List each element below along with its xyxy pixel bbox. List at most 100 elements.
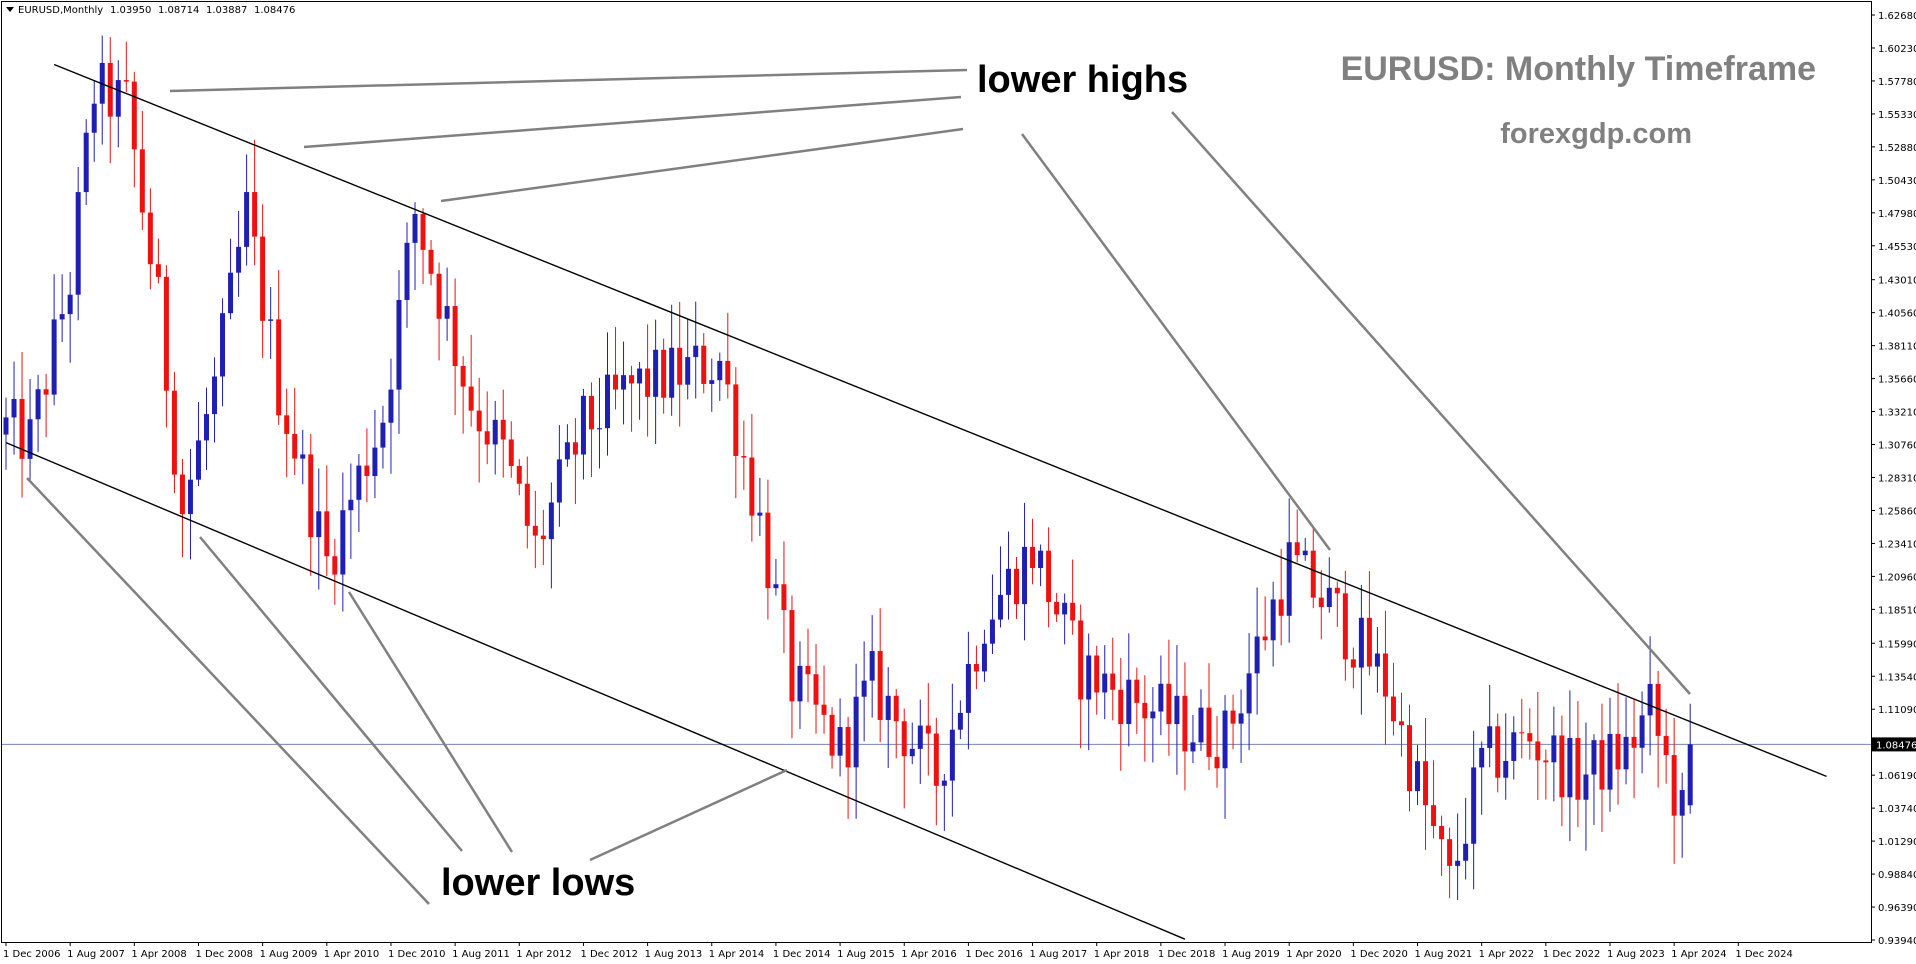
y-tick-label: 0.98840 xyxy=(1878,870,1916,881)
x-tick-label: 1 Dec 2008 xyxy=(195,949,253,960)
candle-body-bear xyxy=(1447,839,1453,866)
annotation-pointer-line xyxy=(1171,111,1691,695)
candle-body-bull xyxy=(1503,760,1509,778)
annotation-pointer-line xyxy=(169,68,968,93)
candle-body-bear xyxy=(1631,736,1637,748)
candle-body-bull xyxy=(1150,711,1156,719)
candle-body-bull xyxy=(1174,695,1180,725)
annotation-pointer-line xyxy=(26,477,430,905)
candle-body-bull xyxy=(1190,742,1196,752)
candle-body-bull xyxy=(637,368,643,384)
candle-body-bull xyxy=(580,395,586,455)
candle-body-bear xyxy=(701,345,707,384)
candle-body-bear xyxy=(613,374,619,390)
y-tick-label: 1.03740 xyxy=(1878,804,1916,815)
candle-body-bear xyxy=(1439,825,1445,840)
candle-body-bull xyxy=(228,272,234,314)
candle-body-bear xyxy=(308,454,314,538)
y-tick-label: 1.11090 xyxy=(1878,705,1916,716)
x-tick-label: 1 Apr 2016 xyxy=(901,949,956,960)
x-tick-label: 1 Aug 2007 xyxy=(67,949,125,960)
x-tick-label: 1 Aug 2011 xyxy=(452,949,510,960)
candle-body-bear xyxy=(1278,599,1284,616)
candle-body-bear xyxy=(645,368,651,397)
candle-body-bear xyxy=(532,525,538,536)
candle-body-bull xyxy=(949,729,955,781)
candle-body-bear xyxy=(733,384,739,456)
candle-body-bear xyxy=(1519,732,1525,734)
candle-body-bear xyxy=(1214,756,1220,769)
candle-body-bear xyxy=(1559,735,1565,798)
candle-body-bear xyxy=(1030,546,1036,569)
candle-body-bull xyxy=(1286,542,1292,616)
x-tick-label: 1 Aug 2023 xyxy=(1607,949,1665,960)
candle-body-bear xyxy=(925,725,931,734)
candle-body-bull xyxy=(3,417,9,435)
y-tick-label: 1.35660 xyxy=(1878,375,1916,386)
candle-body-bull xyxy=(1102,673,1108,693)
candle-body-bull xyxy=(1006,568,1011,595)
trendline-upper[interactable] xyxy=(53,63,1827,778)
y-tick-label: 1.01290 xyxy=(1878,837,1916,848)
candle-body-bull xyxy=(909,748,915,757)
y-tick-label: 1.25860 xyxy=(1878,506,1916,517)
candle-body-bear xyxy=(516,465,522,484)
candle-body-bear xyxy=(107,62,113,117)
candle-body-bull xyxy=(27,419,33,459)
candle-body-bull xyxy=(653,349,659,397)
candle-body-bear xyxy=(677,347,683,385)
candle-body-bull xyxy=(195,440,201,480)
x-tick-label: 1 Aug 2017 xyxy=(1030,949,1088,960)
candle-body-bear xyxy=(741,455,747,458)
candle-body-bear xyxy=(484,431,490,445)
candle-body-bull xyxy=(965,663,971,713)
candle-body-bull xyxy=(492,419,498,445)
candle-body-bear xyxy=(1206,707,1212,757)
candle-body-bear xyxy=(829,714,835,756)
x-tick-label: 1 Aug 2013 xyxy=(645,949,703,960)
x-tick-label: 1 Aug 2015 xyxy=(837,949,895,960)
candle-body-bull xyxy=(316,511,322,538)
candle-body-bull xyxy=(1551,735,1557,763)
candle-body-bear xyxy=(973,663,979,672)
candle-body-bull xyxy=(837,727,843,756)
candle-body-bear xyxy=(1398,721,1404,726)
candle-body-bull xyxy=(917,725,923,749)
y-tick-label: 1.33210 xyxy=(1878,408,1916,419)
candle-body-bear xyxy=(163,276,169,391)
y-tick-label: 1.43010 xyxy=(1878,276,1916,287)
candle-body-bull xyxy=(1358,617,1364,668)
y-tick-label: 1.40560 xyxy=(1878,309,1916,320)
watermark-title: EURUSD: Monthly Timeframe xyxy=(1341,50,1816,88)
candle-body-bear xyxy=(1366,617,1372,667)
x-tick-label: 1 Dec 2010 xyxy=(388,949,446,960)
candle-body-bull xyxy=(236,246,242,273)
candle-body-bull xyxy=(268,319,274,321)
candle-body-bear xyxy=(524,483,530,526)
candle-body-bear xyxy=(1078,620,1084,700)
y-tick-label: 1.20960 xyxy=(1878,572,1916,583)
candle-body-bull xyxy=(300,454,306,459)
x-tick-label: 1 Apr 2010 xyxy=(324,949,379,960)
candle-body-bull xyxy=(693,345,699,358)
candle-body-bull xyxy=(1679,790,1685,816)
x-tick-label: 1 Aug 2021 xyxy=(1415,949,1473,960)
candle-body-bull xyxy=(356,465,362,500)
candle-body-bear xyxy=(845,727,851,768)
trendline-lower[interactable] xyxy=(5,442,1186,940)
annotation-lower-lows: lower lows xyxy=(441,862,635,904)
candle-body-bear xyxy=(460,366,466,387)
candle-body-bear xyxy=(1390,696,1396,722)
x-tick-label: 1 Dec 2018 xyxy=(1158,949,1216,960)
candle-body-bull xyxy=(853,696,859,768)
x-tick-label: 1 Apr 2022 xyxy=(1479,949,1534,960)
candle-body-bear xyxy=(1575,737,1581,800)
y-tick-label: 0.93940 xyxy=(1878,936,1916,947)
candle-body-bull xyxy=(1511,732,1517,761)
dropdown-triangle-icon[interactable] xyxy=(6,7,14,12)
candle-body-bear xyxy=(1543,760,1549,763)
candle-body-bear xyxy=(1318,597,1324,608)
candle-body-bull xyxy=(348,499,354,511)
candle-body-bear xyxy=(1294,542,1300,556)
